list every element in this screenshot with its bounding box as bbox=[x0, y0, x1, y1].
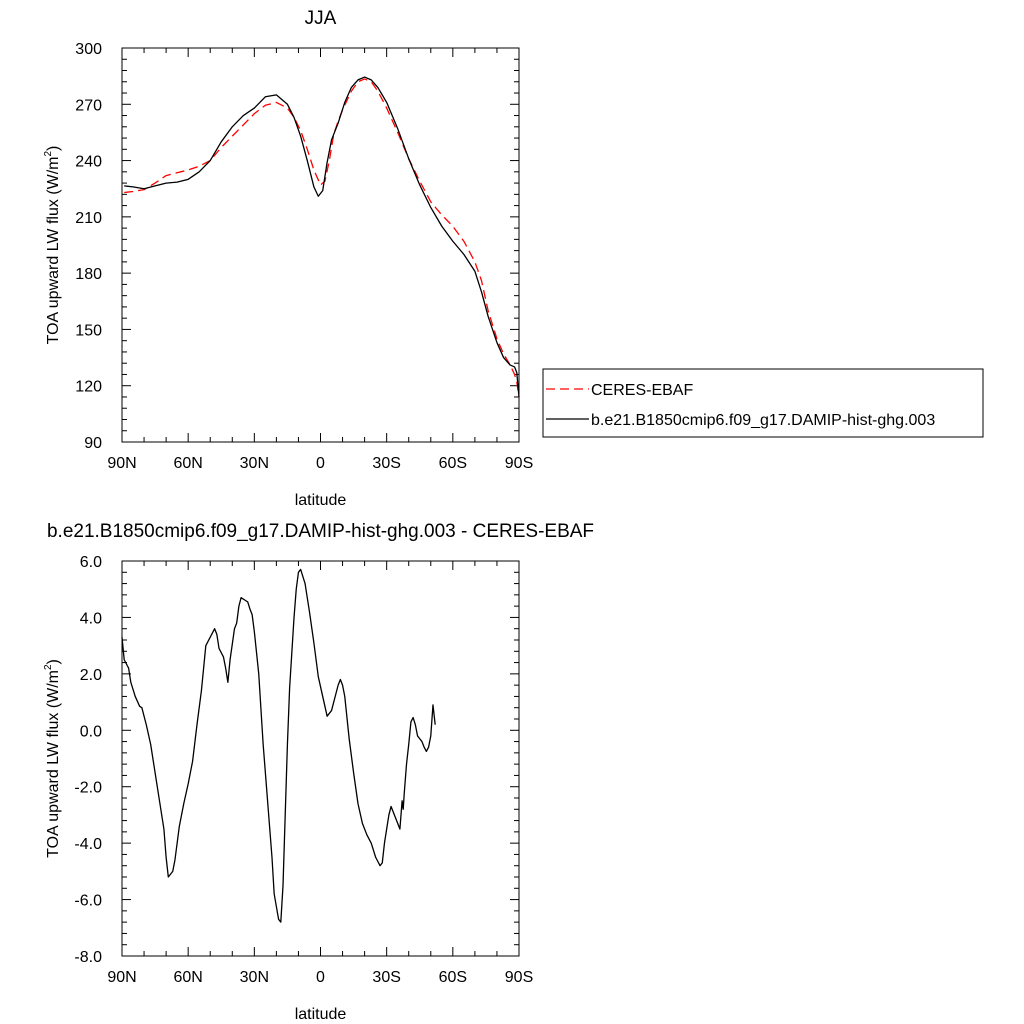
y-tick-label: 2.0 bbox=[80, 667, 102, 684]
bottom-panel: b.e21.B1850cmip6.f09_g17.DAMIP-hist-ghg.… bbox=[43, 521, 594, 1023]
x-axis-label: latitude bbox=[295, 1006, 347, 1023]
y-tick-label: 210 bbox=[75, 210, 102, 227]
x-tick-label: 30N bbox=[240, 455, 269, 472]
y-axis-label-superscript: 2 bbox=[43, 151, 54, 157]
x-tick-label: 30S bbox=[372, 969, 400, 986]
x-tick-label: 60N bbox=[173, 455, 202, 472]
x-tick-label: 90S bbox=[505, 455, 533, 472]
y-tick-label: 150 bbox=[75, 322, 102, 339]
y-tick-label: 4.0 bbox=[80, 610, 102, 627]
plot-frame bbox=[121, 47, 520, 443]
series-line-ceres-ebaf bbox=[124, 78, 520, 398]
y-tick-label: -2.0 bbox=[74, 780, 102, 797]
y-tick-label: -4.0 bbox=[74, 836, 102, 853]
x-tick-label: 0 bbox=[316, 969, 325, 986]
x-tick-label: 90S bbox=[505, 969, 533, 986]
x-tick-label: 60N bbox=[173, 969, 202, 986]
y-tick-label: 0.0 bbox=[80, 723, 102, 740]
x-tick-label: 30N bbox=[240, 969, 269, 986]
x-tick-label: 0 bbox=[316, 455, 325, 472]
y-tick-label: 240 bbox=[75, 154, 102, 171]
y-tick-label: -6.0 bbox=[74, 893, 102, 910]
x-tick-label: 90N bbox=[107, 455, 136, 472]
series-line-difference bbox=[121, 568, 436, 923]
y-axis-label: TOA upward LW flux (W/m2) bbox=[43, 146, 62, 345]
y-axis-label-text: TOA upward LW flux (W/m bbox=[45, 670, 62, 858]
x-axis-label: latitude bbox=[295, 492, 347, 509]
legend-entry-label: b.e21.B1850cmip6.f09_g17.DAMIP-hist-ghg.… bbox=[591, 412, 935, 429]
y-axis-label-close: ) bbox=[45, 659, 62, 664]
top-panel: JJA 90N 60N 30N 0 30S 60S 90S 90 120 150 180 210 240 2… bbox=[43, 8, 533, 509]
y-tick-label: 270 bbox=[75, 97, 102, 114]
series-line-model bbox=[124, 76, 520, 398]
y-tick-label: 180 bbox=[75, 266, 102, 283]
legend: CERES-EBAF b.e21.B1850cmip6.f09_g17.DAMIP… bbox=[542, 368, 984, 438]
chart-title: b.e21.B1850cmip6.f09_g17.DAMIP-hist-ghg.… bbox=[47, 521, 594, 542]
x-tick-label: 30S bbox=[372, 455, 400, 472]
y-tick-label: -8.0 bbox=[74, 949, 102, 966]
y-tick-label: 6.0 bbox=[80, 554, 102, 571]
y-axis-label-superscript: 2 bbox=[43, 664, 54, 670]
y-tick-label: 90 bbox=[84, 435, 102, 452]
legend-box bbox=[542, 368, 984, 438]
y-tick-label: 120 bbox=[75, 379, 102, 396]
chart-title: JJA bbox=[305, 8, 337, 29]
x-tick-label: 60S bbox=[439, 969, 467, 986]
y-axis-label-text: TOA upward LW flux (W/m bbox=[45, 157, 62, 345]
y-axis-label: TOA upward LW flux (W/m2) bbox=[43, 659, 62, 858]
x-tick-label: 60S bbox=[439, 455, 467, 472]
y-tick-label: 300 bbox=[75, 41, 102, 58]
plot-frame bbox=[121, 560, 520, 957]
x-tick-label: 90N bbox=[107, 969, 136, 986]
y-axis-label-close: ) bbox=[45, 146, 62, 151]
legend-entry-label: CERES-EBAF bbox=[591, 382, 693, 399]
